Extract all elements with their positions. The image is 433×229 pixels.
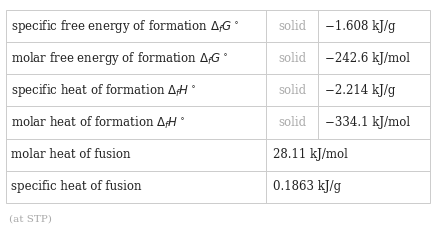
Text: −334.1 kJ/mol: −334.1 kJ/mol — [325, 116, 410, 129]
Text: (at STP): (at STP) — [9, 214, 52, 223]
Text: −1.608 kJ/g: −1.608 kJ/g — [325, 20, 395, 33]
Text: −242.6 kJ/mol: −242.6 kJ/mol — [325, 52, 410, 65]
Text: specific heat of formation $\Delta_fH^\circ$: specific heat of formation $\Delta_fH^\c… — [11, 82, 196, 99]
Text: molar free energy of formation $\Delta_fG^\circ$: molar free energy of formation $\Delta_f… — [11, 50, 228, 67]
Bar — [6, 10, 430, 203]
Text: solid: solid — [278, 116, 306, 129]
Text: specific heat of fusion: specific heat of fusion — [11, 180, 141, 193]
Text: solid: solid — [278, 52, 306, 65]
Text: specific free energy of formation $\Delta_fG^\circ$: specific free energy of formation $\Delt… — [11, 18, 239, 35]
Text: solid: solid — [278, 20, 306, 33]
Text: −2.214 kJ/g: −2.214 kJ/g — [325, 84, 395, 97]
Text: solid: solid — [278, 84, 306, 97]
Text: 28.11 kJ/mol: 28.11 kJ/mol — [273, 148, 348, 161]
Text: 0.1863 kJ/g: 0.1863 kJ/g — [273, 180, 341, 193]
Text: molar heat of formation $\Delta_fH^\circ$: molar heat of formation $\Delta_fH^\circ… — [11, 114, 185, 131]
Text: molar heat of fusion: molar heat of fusion — [11, 148, 130, 161]
